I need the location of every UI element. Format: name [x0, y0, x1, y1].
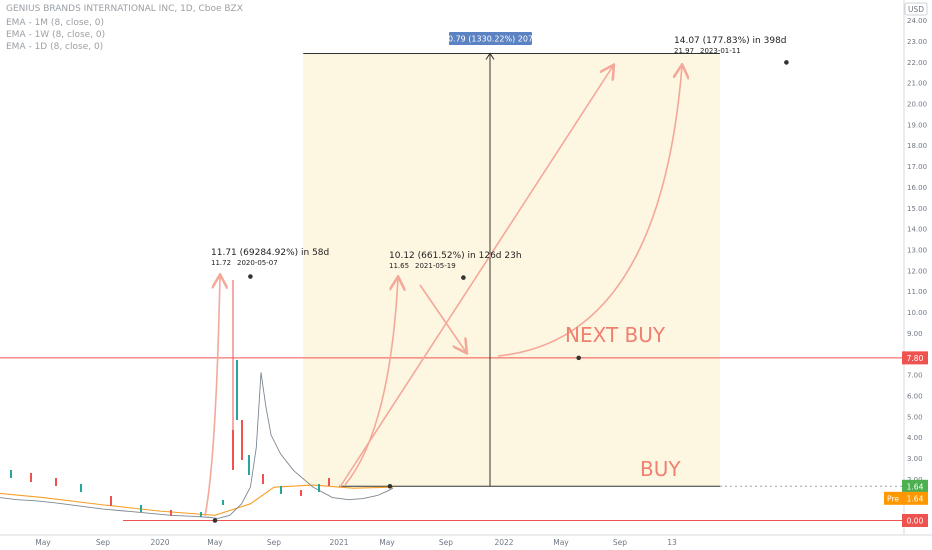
candle	[262, 474, 264, 484]
x-tick-label: 2022	[494, 538, 513, 547]
peak-point[interactable]	[248, 274, 253, 279]
y-tick-label: 9.00	[907, 330, 923, 338]
x-tick-label: Sep	[439, 538, 453, 547]
currency-badge: USD	[908, 5, 924, 14]
anchor-point[interactable]	[212, 518, 218, 523]
arrow-up-2020	[204, 276, 220, 517]
candle	[55, 478, 57, 486]
annotation-title: 11.71 (69284.92%) in 58d	[211, 248, 329, 258]
x-tick-label: May	[553, 538, 569, 547]
candle	[222, 500, 224, 505]
annotation-date: 2020-05-07	[237, 259, 278, 267]
indicator-ema-1d[interactable]: EMA - 1D (8, close, 0)	[6, 42, 104, 52]
candle	[241, 420, 243, 460]
anchor-point[interactable]	[576, 355, 581, 361]
projection-zone	[303, 53, 720, 487]
pre-prefix-bg	[884, 491, 902, 505]
candle	[236, 360, 238, 420]
candle	[318, 484, 320, 492]
y-tick-label: 14.00	[907, 226, 927, 234]
candle	[232, 430, 234, 470]
annotation-price: 21.97	[674, 47, 694, 55]
pre-badge-bg	[902, 491, 928, 505]
level-badge-0-00-bg	[902, 514, 928, 527]
y-tick-label: 15.00	[907, 205, 927, 213]
measure-label-bg	[449, 32, 532, 45]
anchor-point[interactable]	[387, 484, 393, 489]
measure-label: 20.79 (1330.22%) 2079	[443, 35, 538, 44]
arrow-down-nextbuy	[419, 284, 466, 352]
pre-prefix: Pre	[887, 494, 899, 503]
candle	[30, 473, 32, 482]
candle	[280, 486, 282, 494]
y-tick-label: 21.00	[907, 80, 927, 88]
x-tick-label: 2020	[150, 538, 169, 547]
y-tick-label: 16.00	[907, 184, 927, 192]
y-tick-label: 4.00	[907, 434, 923, 442]
y-tick-label: 22.00	[907, 59, 927, 67]
candle	[10, 470, 12, 478]
y-tick-label: 19.00	[907, 121, 927, 129]
indicator-ema-1m[interactable]: EMA - 1M (8, close, 0)	[6, 18, 105, 28]
arrow-long-target	[339, 66, 613, 488]
y-tick-label: 20.00	[907, 101, 927, 109]
x-tick-label: Sep	[96, 538, 110, 547]
y-tick-label: 3.00	[907, 455, 923, 463]
arrow-curve-target	[497, 66, 682, 357]
y-tick-label: 2.00	[907, 476, 923, 484]
candle	[248, 455, 250, 475]
y-tick-label: 7.00	[907, 372, 923, 380]
candle	[140, 505, 142, 512]
level-badge-1-64-bg	[902, 479, 928, 493]
y-tick-label: 13.00	[907, 246, 927, 254]
level-badge-7-80-bg	[902, 351, 928, 365]
candle	[328, 478, 330, 486]
arrow-up-2021	[344, 278, 398, 486]
x-tick-label: May	[379, 538, 395, 547]
candle	[200, 512, 202, 517]
y-tick-label: 10.00	[907, 309, 927, 317]
measure-arrowhead	[485, 52, 495, 60]
chart-title: GENIUS BRANDS INTERNATIONAL INC, 1D, Cbo…	[6, 4, 243, 14]
y-tick-label: 5.00	[907, 413, 923, 421]
candle	[110, 496, 112, 506]
price-line	[0, 372, 394, 519]
candle	[170, 510, 172, 516]
x-tick-label: May	[207, 538, 223, 547]
annotation-price: 11.72	[211, 259, 231, 267]
y-tick-label: 17.00	[907, 163, 927, 171]
currency-badge-box[interactable]	[904, 2, 928, 16]
annotation-date: 2021-05-19	[415, 262, 456, 270]
annotation-title: 14.07 (177.83%) in 398d	[674, 36, 787, 46]
annotation-price: 11.65	[389, 262, 409, 270]
pre-badge: 1.64	[907, 494, 924, 503]
y-tick-label: 6.00	[907, 392, 923, 400]
level-badge-7-80: 7.80	[907, 354, 924, 363]
x-tick-label: 2021	[329, 538, 348, 547]
y-tick-label: 11.00	[907, 288, 927, 296]
ema-line	[0, 484, 393, 516]
x-tick-label: 13	[667, 538, 677, 547]
candle	[300, 490, 302, 496]
buy-label: BUY	[640, 457, 681, 481]
x-tick-label: May	[35, 538, 51, 547]
level-badge-0-00: 0.00	[907, 517, 924, 526]
candle	[80, 484, 82, 492]
peak-point[interactable]	[461, 275, 466, 280]
indicator-ema-1w[interactable]: EMA - 1W (8, close, 0)	[6, 30, 106, 40]
annotation-title: 10.12 (661.52%) in 126d 23h	[389, 251, 522, 261]
x-tick-label: Sep	[613, 538, 627, 547]
annotation-date: 2023-01-11	[700, 47, 741, 55]
y-tick-label: 24.00	[907, 17, 927, 25]
peak-point[interactable]	[784, 60, 789, 65]
level-badge-1-64: 1.64	[907, 482, 924, 491]
y-tick-label: 18.00	[907, 142, 927, 150]
y-tick-label: 12.00	[907, 267, 927, 275]
x-tick-label: Sep	[267, 538, 281, 547]
y-tick-label: 23.00	[907, 38, 927, 46]
next-buy-label: NEXT BUY	[565, 323, 666, 347]
